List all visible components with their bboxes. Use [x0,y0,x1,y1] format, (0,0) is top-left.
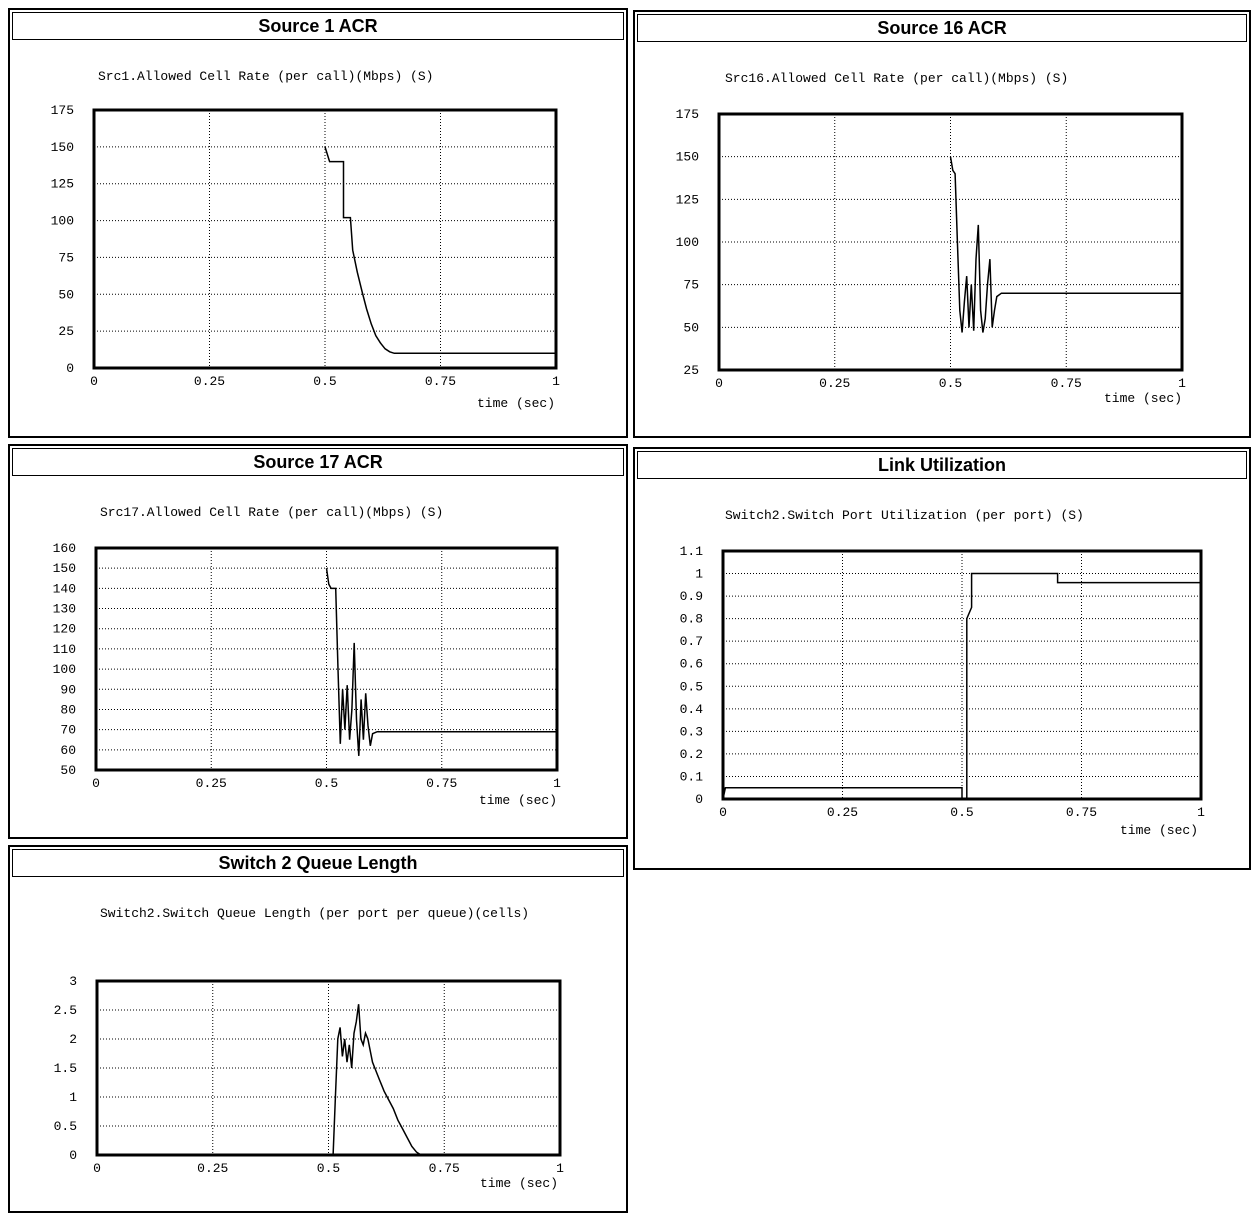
y-tick-label: 130 [53,602,76,617]
y-tick-label: 75 [683,278,699,293]
y-tick-label: 2.5 [54,1003,77,1018]
x-tick-label: 0.5 [950,805,973,820]
x-tick-label: 0.5 [317,1161,340,1176]
y-tick-label: 140 [53,581,76,596]
y-tick-label: 125 [51,177,74,192]
y-tick-label: 0.6 [680,657,703,672]
y-tick-label: 160 [53,541,76,556]
y-tick-label: 50 [683,320,699,335]
y-tick-label: 50 [58,287,74,302]
chart-subtitle: Switch2.Switch Queue Length (per port pe… [100,906,529,921]
y-tick-label: 0.8 [680,612,703,627]
y-tick-label: 25 [58,324,74,339]
y-tick-label: 175 [51,103,74,118]
y-tick-label: 1 [695,567,703,582]
x-tick-label: 0.5 [315,776,338,791]
chart-source-1-acr: Src1.Allowed Cell Rate (per call)(Mbps) … [10,10,630,440]
chart-link-utilization: Switch2.Switch Port Utilization (per por… [635,449,1251,872]
x-axis-label: time (sec) [477,396,555,411]
chart-source-16-acr: Src16.Allowed Cell Rate (per call)(Mbps)… [635,12,1251,440]
y-tick-label: 150 [51,140,74,155]
y-tick-label: 90 [60,682,76,697]
chart-panel-source-16-acr: Source 16 ACR Src16.Allowed Cell Rate (p… [633,10,1251,438]
x-tick-label: 0 [719,805,727,820]
chart-switch-2-queue-length: Switch2.Switch Queue Length (per port pe… [10,847,630,1215]
x-tick-label: 0.5 [313,374,336,389]
y-tick-label: 150 [53,561,76,576]
y-tick-label: 0.5 [680,679,703,694]
y-tick-label: 175 [676,107,699,122]
x-tick-label: 0.75 [425,374,456,389]
y-tick-label: 110 [53,642,76,657]
chart-subtitle: Src1.Allowed Cell Rate (per call)(Mbps) … [98,69,433,84]
chart-source-17-acr: Src17.Allowed Cell Rate (per call)(Mbps)… [10,446,630,841]
y-tick-label: 25 [683,363,699,378]
x-tick-label: 0 [92,776,100,791]
y-tick-label: 60 [60,743,76,758]
y-tick-label: 70 [60,723,76,738]
y-tick-label: 0.5 [54,1119,77,1134]
y-tick-label: 100 [51,214,74,229]
y-tick-label: 0.9 [680,589,703,604]
series-line [325,147,556,353]
x-tick-label: 0.75 [426,776,457,791]
chart-subtitle: Src16.Allowed Cell Rate (per call)(Mbps)… [725,71,1068,86]
x-tick-label: 0 [90,374,98,389]
y-tick-label: 0.2 [680,747,703,762]
y-tick-label: 0 [69,1148,77,1163]
y-tick-label: 2 [69,1032,77,1047]
y-tick-label: 80 [60,702,76,717]
x-tick-label: 0 [93,1161,101,1176]
y-tick-label: 1.5 [54,1061,77,1076]
y-tick-label: 0.7 [680,634,703,649]
chart-panel-link-utilization: Link Utilization Switch2.Switch Port Uti… [633,447,1251,870]
x-tick-label: 0.25 [197,1161,228,1176]
y-tick-label: 125 [676,192,699,207]
y-tick-label: 0.3 [680,724,703,739]
y-tick-label: 1 [69,1090,77,1105]
y-tick-label: 150 [676,150,699,165]
y-tick-label: 100 [53,662,76,677]
x-axis-label: time (sec) [479,793,557,808]
y-tick-label: 0.1 [680,769,704,784]
y-tick-label: 100 [676,235,699,250]
chart-panel-source-1-acr: Source 1 ACR Src1.Allowed Cell Rate (per… [8,8,628,438]
x-tick-label: 0.25 [194,374,225,389]
x-tick-label: 0.75 [1066,805,1097,820]
chart-panel-source-17-acr: Source 17 ACR Src17.Allowed Cell Rate (p… [8,444,628,839]
x-axis-label: time (sec) [480,1176,558,1191]
chart-subtitle: Src17.Allowed Cell Rate (per call)(Mbps)… [100,505,443,520]
x-tick-label: 0.25 [819,376,850,391]
x-tick-label: 1 [553,776,561,791]
x-tick-label: 0.75 [1051,376,1082,391]
x-tick-label: 1 [1197,805,1205,820]
x-tick-label: 1 [552,374,560,389]
x-tick-label: 0.25 [196,776,227,791]
x-axis-label: time (sec) [1120,823,1198,838]
y-tick-label: 120 [53,622,76,637]
x-tick-label: 0.25 [827,805,858,820]
y-tick-label: 0 [66,361,74,376]
x-tick-label: 0.5 [939,376,962,391]
x-axis-label: time (sec) [1104,391,1182,406]
x-tick-label: 1 [556,1161,564,1176]
y-tick-label: 0.4 [680,702,704,717]
y-tick-label: 0 [695,792,703,807]
x-tick-label: 1 [1178,376,1186,391]
chart-subtitle: Switch2.Switch Port Utilization (per por… [725,508,1084,523]
y-tick-label: 1.1 [680,544,704,559]
y-tick-label: 50 [60,763,76,778]
chart-panel-switch-2-queue-length: Switch 2 Queue Length Switch2.Switch Que… [8,845,628,1213]
x-tick-label: 0 [715,376,723,391]
x-tick-label: 0.75 [429,1161,460,1176]
y-tick-label: 75 [58,250,74,265]
y-tick-label: 3 [69,974,77,989]
